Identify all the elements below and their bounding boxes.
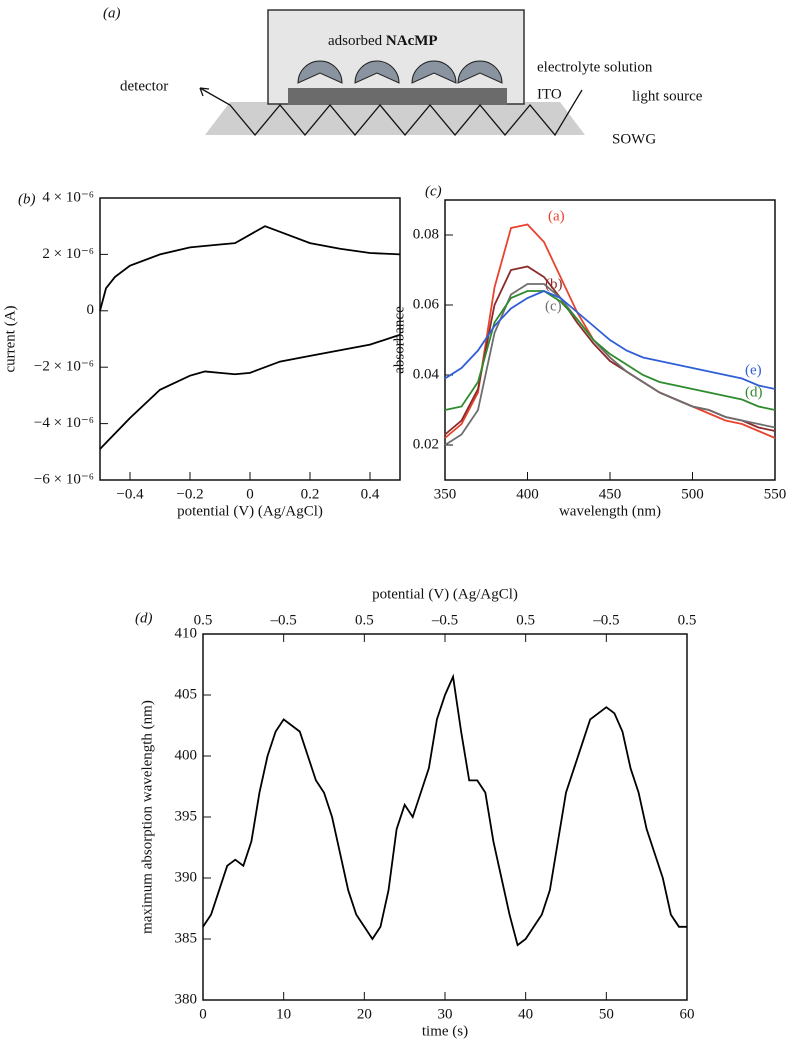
x2-axis-label: potential (V) (Ag/AgCl) [372,586,518,602]
y-axis-label: maximum absorption wavelength (nm) [139,700,155,934]
label: ITO [537,86,562,102]
x2-tick-label: 0.5 [194,612,213,628]
x-tick-label: 60 [680,1006,695,1022]
y-tick-label: 410 [175,625,198,641]
label: SOWG [612,131,656,147]
y-tick-label: 405 [175,686,198,702]
plot-frame [202,633,688,1001]
molecules [297,60,503,84]
label: light source [632,88,703,104]
x-tick-label: 50 [599,1006,614,1022]
x-tick-label: 550 [764,486,787,502]
x-tick-label: 0 [199,1006,207,1022]
label: detector [120,78,168,94]
y-tick-label: 0.02 [413,436,439,452]
y-tick-label: 0.04 [413,366,440,382]
y-tick-label: 385 [175,930,198,946]
plot-frame [99,197,401,481]
x2-tick-label: 0.5 [516,612,535,628]
x-tick-label: −0.2 [176,486,203,502]
series-label: (b) [545,276,563,292]
y-tick-label: 395 [175,808,198,824]
x-tick-label: 40 [518,1006,533,1022]
y-tick-label: 2 × 10⁻⁶ [42,246,94,262]
x-tick-label: 0 [246,486,254,502]
y-axis-label: absorbance [391,306,407,374]
x-tick-label: 20 [357,1006,372,1022]
y-axis-label: current (A) [2,305,18,372]
label: electrolyte solution [537,59,653,75]
x-tick-label: 400 [516,486,539,502]
x-tick-label: 30 [438,1006,453,1022]
x-tick-label: 0.4 [361,486,380,502]
x2-tick-label: 0.5 [678,612,697,628]
y-tick-label: 390 [175,869,198,885]
data-line [444,290,776,411]
data-line [444,290,776,390]
y-tick-label: −2 × 10⁻⁶ [34,359,94,375]
waveguide [205,102,585,135]
x-axis-label: wavelength (nm) [559,503,661,519]
panel-label: (c) [425,183,442,199]
data-line [99,225,401,312]
x-tick-label: 500 [681,486,704,502]
x2-tick-label: –0.5 [270,612,297,628]
y-tick-label: −6 × 10⁻⁶ [34,471,94,487]
y-tick-label: 0.06 [413,296,440,312]
panel-label: (a) [103,5,121,21]
x2-tick-label: –0.5 [592,612,619,628]
panel-label: (d) [135,610,153,626]
x-tick-label: 0.2 [301,486,320,502]
light-path [199,87,583,137]
data-line [202,673,687,947]
panel-label: (b) [18,191,36,207]
y-tick-label: 4 × 10⁻⁶ [42,189,94,205]
data-line [99,333,401,450]
x-tick-label: 350 [434,486,457,502]
x2-tick-label: 0.5 [355,612,374,628]
series-label: (e) [745,362,762,378]
x-axis-label: potential (V) (Ag/AgCl) [177,503,323,519]
x2-tick-label: –0.5 [431,612,458,628]
ito-layer [288,88,507,105]
x-tick-label: 10 [276,1006,291,1022]
y-tick-label: 380 [175,991,198,1007]
label: adsorbed NAcMP [328,33,438,49]
diagram: (a) adsorbed NAcMP electrolyte solution … [103,5,703,147]
x-tick-label: −0.4 [116,486,144,502]
arrow-head [199,87,210,97]
x-tick-label: 450 [599,486,622,502]
x-axis-label: time (s) [422,1023,468,1039]
series-label: (a) [548,208,565,224]
y-tick-label: 400 [175,747,198,763]
y-tick-label: −4 × 10⁻⁶ [34,415,94,431]
y-tick-label: 0.08 [413,226,439,242]
series-label: (d) [745,384,763,400]
y-tick-label: 0 [87,302,95,318]
series-label: (c) [545,298,562,314]
